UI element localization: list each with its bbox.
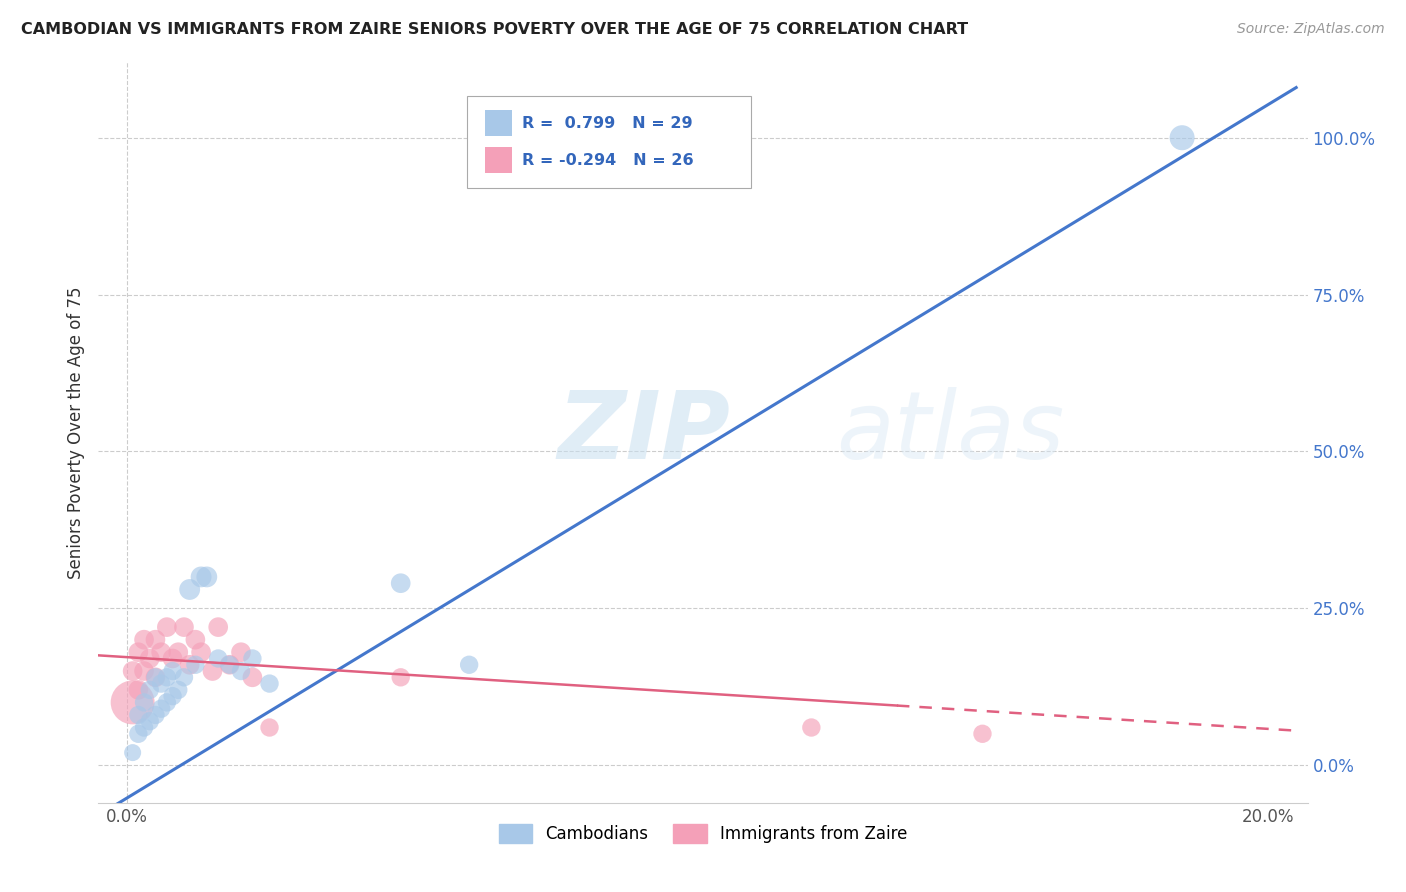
Point [389,670,412,684]
Point [259,676,281,690]
Point [195,570,218,584]
Point [145,632,167,647]
Text: CAMBODIAN VS IMMIGRANTS FROM ZAIRE SENIORS POVERTY OVER THE AGE OF 75 CORRELATIO: CAMBODIAN VS IMMIGRANTS FROM ZAIRE SENIO… [21,22,969,37]
Point [184,632,207,647]
Point [190,645,212,659]
Point [127,727,149,741]
Point [162,689,184,703]
Point [1171,130,1194,145]
Point [184,657,207,672]
Point [121,746,143,760]
Point [173,670,195,684]
Text: R = -0.294   N = 26: R = -0.294 N = 26 [522,153,693,168]
Point [132,721,155,735]
Point [972,727,994,741]
Point [145,708,167,723]
Point [167,682,190,697]
FancyBboxPatch shape [485,147,512,173]
Point [132,664,155,678]
Point [242,651,264,665]
Point [218,657,240,672]
Point [229,664,252,678]
Point [145,670,167,684]
Point [156,620,179,634]
Point [207,620,229,634]
Point [242,670,264,684]
Point [173,620,195,634]
Point [162,651,184,665]
Point [229,645,252,659]
FancyBboxPatch shape [467,95,751,188]
Point [127,708,149,723]
Text: atlas: atlas [837,387,1064,478]
Point [167,645,190,659]
Point [139,714,162,729]
Point [127,682,149,697]
Text: ZIP: ZIP [558,386,731,479]
Point [150,676,173,690]
Point [207,651,229,665]
Point [458,657,481,672]
Point [150,701,173,715]
Point [179,657,201,672]
Point [150,645,173,659]
Point [132,632,155,647]
Point [201,664,224,678]
Point [139,651,162,665]
Point [121,664,143,678]
Text: Source: ZipAtlas.com: Source: ZipAtlas.com [1237,22,1385,37]
Point [800,721,823,735]
Point [127,645,149,659]
Text: R =  0.799   N = 29: R = 0.799 N = 29 [522,116,692,130]
FancyBboxPatch shape [485,110,512,136]
Point [259,721,281,735]
Point [389,576,412,591]
Point [132,695,155,709]
Point [162,664,184,678]
Point [218,657,240,672]
Point [190,570,212,584]
Legend: Cambodians, Immigrants from Zaire: Cambodians, Immigrants from Zaire [492,817,914,850]
Point [156,695,179,709]
Point [179,582,201,597]
Point [121,695,143,709]
Point [156,670,179,684]
Point [145,670,167,684]
Y-axis label: Seniors Poverty Over the Age of 75: Seniors Poverty Over the Age of 75 [66,286,84,579]
Point [139,682,162,697]
